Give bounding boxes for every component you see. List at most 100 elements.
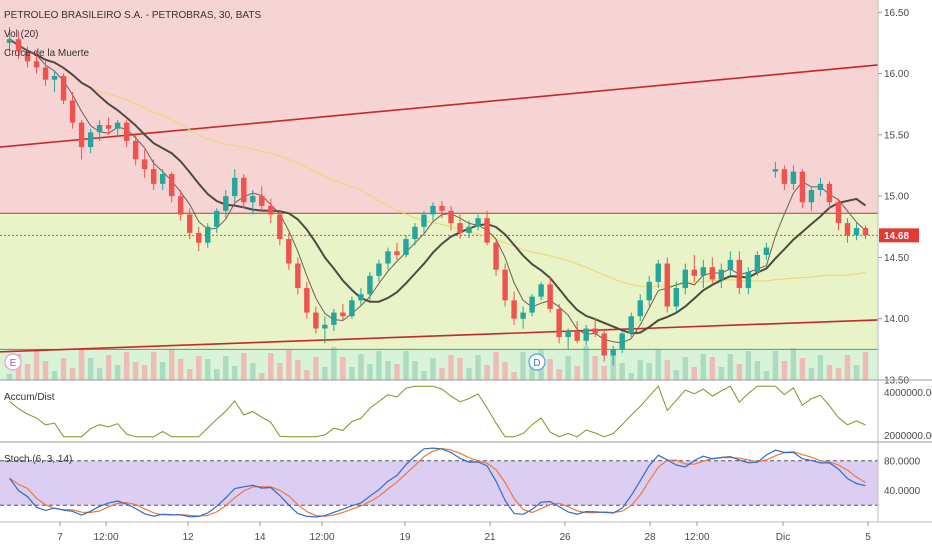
candle-body [457,223,463,233]
volume-bar [51,371,58,380]
volume-bar [619,363,625,380]
candle-body [466,226,472,233]
candle-body [808,190,815,203]
stoch-tick-labels: 80.0000 40.0000 [884,456,921,497]
candle-body [159,174,166,184]
volume-bar [691,367,697,380]
candle-body [430,205,436,215]
volume-bar [33,351,40,380]
volume-bar [295,360,301,380]
last-price-box [879,228,919,243]
time-tick-label: 7 [57,532,63,543]
time-tick-label: 26 [559,532,571,543]
price-tick-labels: 16.50 16.00 15.50 15.00 14.50 14.00 13.50 [878,8,909,387]
candle-body [664,263,670,307]
volume-bar [421,371,427,380]
candle-body [304,288,310,313]
volume-bar [340,357,346,380]
volume-bar [241,353,247,380]
candle-body [178,196,184,215]
candle-body [51,76,58,80]
time-tick-label: 14 [254,532,266,543]
time-tick-label: 12 [182,532,194,543]
volume-bar [69,368,76,380]
volume-bar [250,363,256,380]
volume-bar [150,352,157,380]
candle-body [69,100,76,123]
time-tick-labels: 7 12:00 12 14 12:00 19 21 26 28 12:00 Dic 5 [57,522,871,543]
time-tick-label: 5 [865,532,871,543]
volume-bar [673,370,679,380]
candle-body [511,300,517,319]
price-tick-label: 16.50 [884,8,909,19]
volume-bar [502,362,508,380]
volume-bar [664,360,670,380]
candle-body [610,349,616,356]
candle-body [150,169,157,184]
candle-body [196,232,202,243]
volume-bar [547,359,553,380]
volume-bar [42,361,49,380]
event-marker [4,353,22,371]
candle-body [349,300,355,317]
price-tick-label: 14.00 [884,314,909,325]
candle-body [538,284,544,297]
volume-bar [709,357,716,380]
candle-body [754,254,761,273]
candle-body [232,177,238,197]
volume-bar [322,367,328,380]
time-tick-label: 21 [484,532,496,543]
time-tick-label: 12:00 [309,532,334,543]
volume-bar [700,354,707,380]
candle-body [844,223,851,236]
candle-body [493,242,499,270]
candle-body [673,288,679,307]
candle-body [799,171,806,203]
candle-body [772,169,779,172]
stoch-k-line [9,447,866,518]
volume-bar [637,360,643,380]
price-tick-label: 13.50 [884,376,909,387]
volume-bar [178,359,184,380]
candle-body [331,312,337,325]
volume-bar [439,368,445,380]
candle-body [421,214,427,227]
last-price-tag: 14.68 [879,228,919,243]
candle-body [745,272,752,289]
candle-body [277,214,283,240]
candle-body [96,125,103,133]
volume-bar [159,362,166,380]
candle-body [60,76,67,101]
event-label: E [10,358,17,369]
candle-body [241,177,247,203]
volume-bar [781,361,788,380]
candle-body [619,333,625,350]
candle-body [87,132,94,148]
candle-body [448,210,454,224]
volume-bar [655,350,661,380]
candle-body [700,267,707,276]
candle-body [628,316,634,334]
stoch-panel: Stoch (6, 3, 14) 80.0000 40.0000 [0,441,932,522]
volume-bar [313,357,319,380]
candle-body [781,169,788,184]
volume-bar [277,363,283,380]
volume-bar [114,365,121,380]
volume-bar [259,373,265,380]
volume-bar [835,368,842,380]
candle-body [385,251,391,264]
candle-body [484,218,490,243]
candle-body [601,333,607,356]
candle-body [412,226,418,240]
candle-body [403,239,409,255]
volume-bar [187,369,193,380]
price-tick-label: 16.00 [884,69,909,80]
price-axis: 16.50 16.00 15.50 15.00 14.50 14.00 13.50 14.6… [877,0,919,387]
event-label: D [533,358,540,369]
candlesticks [6,26,869,366]
candle-body [592,328,598,334]
volume-bar [772,351,779,380]
volume-bar [132,362,139,380]
candle-body [367,275,373,295]
